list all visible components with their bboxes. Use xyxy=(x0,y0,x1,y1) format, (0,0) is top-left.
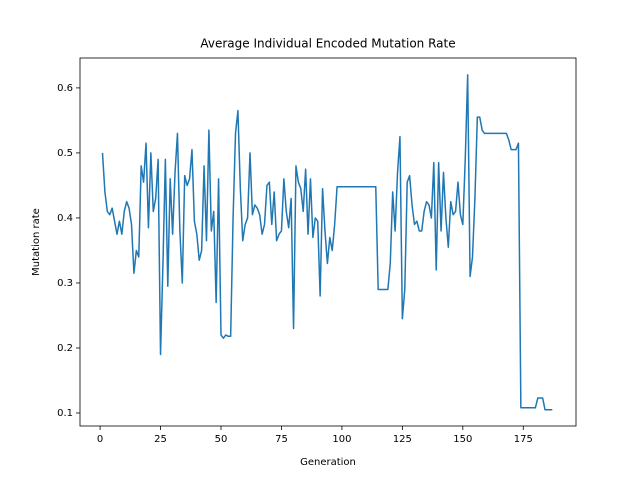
y-tick-label: 0.5 xyxy=(57,148,73,159)
y-tick-label: 0.1 xyxy=(57,408,73,419)
x-tick-label: 100 xyxy=(332,434,351,445)
line xyxy=(101,74,553,411)
x-tick-label: 75 xyxy=(275,434,288,445)
x-tick-label: 150 xyxy=(453,434,472,445)
y-tick-label: 0.4 xyxy=(57,213,73,224)
x-tick-label: 175 xyxy=(514,434,533,445)
x-tick-label: 50 xyxy=(215,434,228,445)
y-tick-label: 0.2 xyxy=(57,343,73,354)
x-tick-label: 0 xyxy=(97,434,103,445)
plot-area: 0 25 50 75 100 125 150 175 0.1 0.2 0.3 0.4 0.5 0.6 xyxy=(57,74,553,445)
y-tick-label: 0.6 xyxy=(57,83,73,94)
x-tick-label: 125 xyxy=(393,434,412,445)
x-tick-label: 25 xyxy=(154,434,167,445)
y-axis-label: Mutation rate xyxy=(31,208,42,276)
axes-frame xyxy=(79,57,577,427)
y-tick-label: 0.3 xyxy=(57,278,73,289)
chart-title: Average Individual Encoded Mutation Rate xyxy=(200,37,455,51)
x-axis-label: Generation xyxy=(300,457,356,468)
